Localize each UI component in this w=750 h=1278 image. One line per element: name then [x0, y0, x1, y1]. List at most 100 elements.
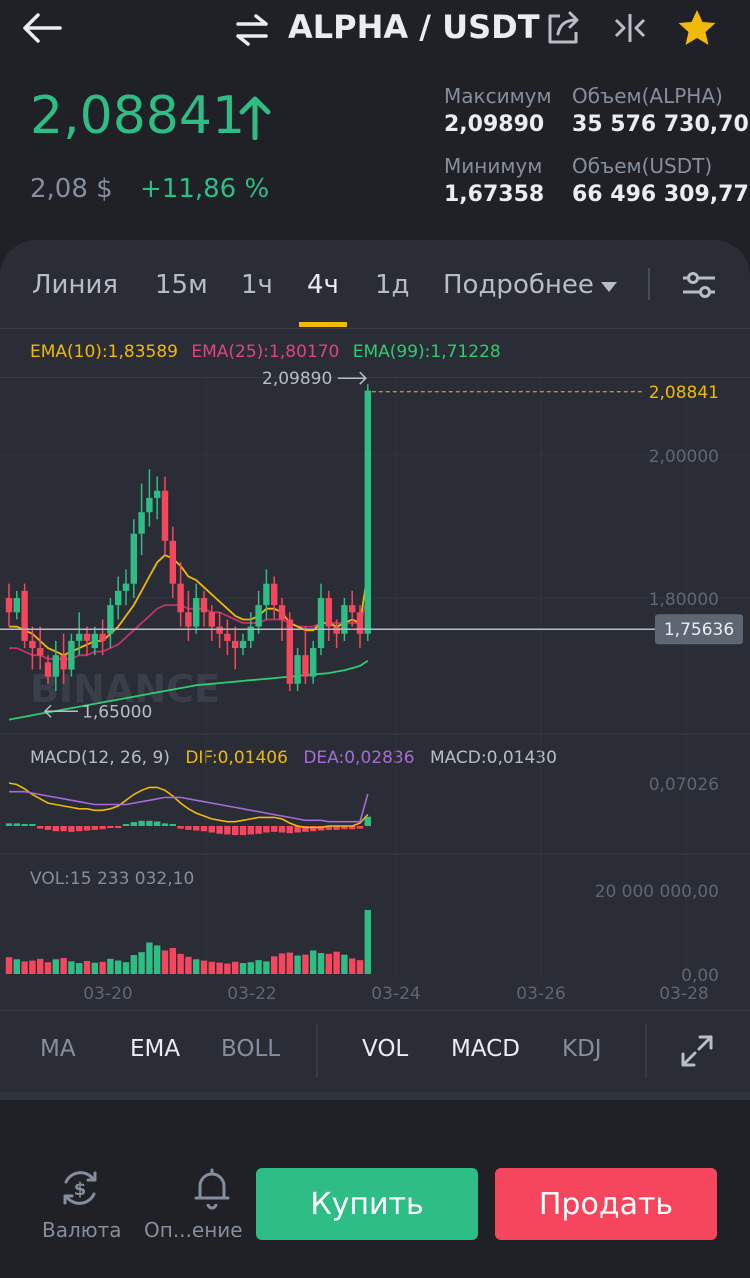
volume-bar — [177, 953, 184, 974]
candle-body — [83, 633, 91, 641]
top-header — [0, 0, 750, 240]
macd-histogram-bar — [356, 826, 364, 829]
macd-histogram-bar — [76, 826, 83, 832]
ema99-value: EMA(99):1,71228 — [352, 342, 501, 362]
time-tick-label: 03-22 — [227, 984, 276, 1004]
macd-histogram-bar — [193, 826, 200, 831]
bottom-strip — [0, 1092, 750, 1100]
volume-bar — [302, 954, 309, 974]
macd-histogram-bar — [247, 826, 254, 835]
macd-histogram-bar — [200, 826, 208, 832]
candle-body — [44, 662, 52, 677]
caret-down-icon[interactable] — [600, 281, 618, 293]
macd-histogram-bar — [138, 820, 145, 826]
volume-bar — [91, 962, 98, 974]
macd-histogram-bar — [52, 826, 59, 832]
indicator-kdj[interactable]: KDJ — [562, 1036, 602, 1062]
indicator-ma[interactable]: MA — [40, 1036, 76, 1062]
candle-body — [232, 640, 239, 649]
volume-bar — [216, 962, 223, 974]
macd-histogram-bar — [29, 824, 36, 826]
volume-chart — [5, 910, 371, 974]
tab-line[interactable]: Линия — [32, 270, 118, 300]
tab-1h[interactable]: 1ч — [241, 270, 273, 300]
star-icon[interactable] — [676, 8, 718, 48]
volume-bar — [356, 960, 364, 974]
indicator-divider-2 — [645, 1024, 647, 1078]
dea-value: DEA:0,02836 — [303, 748, 415, 768]
ema25-value: EMA(25):1,80170 — [191, 342, 340, 362]
macd-histogram-bar — [341, 826, 348, 830]
candle-body — [247, 626, 254, 641]
candle-body — [310, 648, 317, 677]
high-label: Максимум — [444, 84, 552, 108]
macd-histogram-bar — [130, 822, 137, 826]
macd-histogram-bar — [21, 824, 28, 826]
fiat-price: 2,08 $ — [30, 174, 113, 204]
crosshair-tag: 1,75636 — [664, 620, 734, 640]
candle-body — [52, 655, 59, 677]
buy-button[interactable]: Купить — [256, 1168, 478, 1240]
time-tick-label: 03-28 — [659, 984, 708, 1004]
macd-histogram-bar — [302, 826, 309, 832]
volume-bar — [68, 961, 75, 974]
bell-icon[interactable] — [190, 1166, 234, 1210]
macd-histogram-bar — [185, 826, 192, 830]
volume-axis-top: 20 000 000,00 — [595, 882, 719, 902]
candle-body — [5, 598, 13, 613]
compare-icon[interactable] — [612, 12, 648, 44]
candle-body — [29, 640, 36, 649]
indicator-divider — [316, 1024, 318, 1078]
high-value: 2,09890 — [444, 112, 545, 137]
candle-body — [341, 605, 348, 634]
volume-legend: VOL:15 233 032,10 — [30, 869, 195, 889]
indicator-boll[interactable]: BOLL — [221, 1036, 281, 1062]
volume-bar — [169, 947, 176, 974]
volume-bar — [5, 957, 13, 974]
volume-bar — [161, 950, 169, 974]
indicator-vol[interactable]: VOL — [362, 1036, 409, 1062]
volume-bar — [60, 958, 67, 974]
volume-bar — [44, 962, 52, 974]
macd-histogram-bar — [5, 823, 13, 826]
arrow-left-icon[interactable] — [22, 10, 62, 46]
tab-4h[interactable]: 4ч — [307, 270, 339, 300]
share-icon[interactable] — [546, 10, 582, 46]
volume-bar — [76, 963, 83, 974]
time-tick-label: 03-20 — [83, 984, 132, 1004]
axis-label-2-00: 2,00000 — [649, 447, 719, 467]
volume-bar — [271, 956, 278, 974]
indicator-ema[interactable]: EMA — [130, 1036, 181, 1062]
high-marker-arrow — [337, 371, 367, 385]
swap-arrows-icon[interactable] — [234, 14, 270, 46]
candle-body — [255, 605, 262, 627]
alert-label[interactable]: Оп...ение — [144, 1218, 243, 1242]
candle-body — [271, 583, 278, 606]
currency-label[interactable]: Валюта — [42, 1218, 122, 1242]
tab-1d[interactable]: 1д — [375, 270, 410, 300]
sliders-icon[interactable] — [680, 268, 718, 302]
macd-histogram-bar — [91, 826, 98, 830]
price-chart[interactable]: BINANCE 2,00000 1,80000 0,07026 20 000 0… — [0, 0, 750, 1010]
candle-body — [364, 390, 371, 634]
candle-body — [115, 590, 122, 606]
fullscreen-icon[interactable] — [680, 1034, 714, 1068]
macd-histogram-bar — [37, 826, 44, 829]
candle-body — [216, 626, 223, 634]
volume-axis-zero: 0,00 — [681, 966, 719, 986]
candle-body — [200, 598, 208, 613]
pair-title[interactable]: ALPHA / USDT — [288, 8, 540, 46]
macd-histogram-bar — [364, 816, 371, 826]
candle-body — [130, 533, 137, 584]
tab-15m[interactable]: 15м — [155, 270, 208, 300]
sell-button[interactable]: Продать — [495, 1168, 717, 1240]
volume-bar — [286, 952, 293, 974]
volume-base-value: 35 576 730,70 — [572, 112, 749, 137]
indicator-macd[interactable]: MACD — [451, 1036, 520, 1062]
currency-exchange-icon[interactable]: $ — [58, 1166, 102, 1210]
macd-axis-label: 0,07026 — [649, 775, 719, 795]
tab-more[interactable]: Подробнее — [443, 270, 594, 300]
macd-histogram-bar — [255, 826, 262, 834]
volume-bar — [130, 955, 137, 974]
macd-histogram-bar — [99, 826, 106, 830]
